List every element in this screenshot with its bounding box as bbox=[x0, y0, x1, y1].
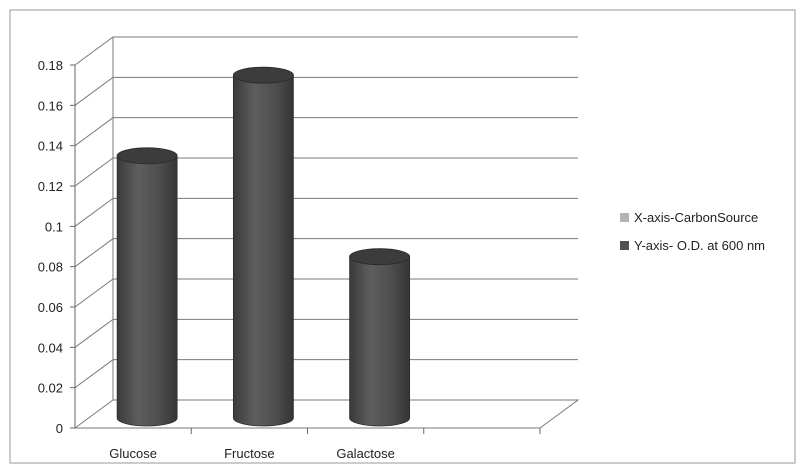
gridline bbox=[74, 359, 578, 389]
y-tick-label: 0.16 bbox=[38, 98, 63, 113]
gridline bbox=[74, 117, 578, 147]
legend-swatch bbox=[620, 213, 629, 222]
x-tick-label: Fructose bbox=[224, 446, 275, 461]
bar-top bbox=[349, 248, 411, 266]
bar-fructose bbox=[232, 66, 294, 427]
gridline bbox=[74, 278, 578, 308]
plot-area: 0 0.02 0.04 0.06 0.08 0.1 0.12 0.14 0.16 0.18 Gluc… bbox=[38, 36, 580, 461]
bar-body bbox=[232, 74, 294, 427]
legend-label: X-axis-CarbonSource bbox=[634, 210, 758, 225]
y-tick-label: 0.08 bbox=[38, 260, 63, 275]
gridline bbox=[74, 197, 578, 227]
gridline bbox=[74, 238, 578, 268]
y-tick-label: 0.18 bbox=[38, 58, 63, 73]
y-tick-label: 0 bbox=[56, 421, 63, 436]
y-tick-label: 0.1 bbox=[45, 219, 63, 234]
gridline bbox=[74, 36, 578, 66]
x-tick-label: Glucose bbox=[109, 446, 157, 461]
y-tick-label: 0.14 bbox=[38, 139, 63, 154]
bar-galactose bbox=[349, 248, 411, 427]
y-tick-label: 0.04 bbox=[38, 340, 63, 355]
y-tick-label: 0.12 bbox=[38, 179, 63, 194]
legend-label: Y-axis- O.D. at 600 nm bbox=[634, 238, 765, 253]
gridline bbox=[74, 157, 578, 187]
legend: X-axis-CarbonSource Y-axis- O.D. at 600 n… bbox=[620, 210, 765, 253]
floor bbox=[73, 399, 580, 429]
bar-top bbox=[232, 66, 294, 84]
bar-top bbox=[116, 147, 178, 165]
bar-body bbox=[116, 155, 178, 427]
y-tick-label: 0.06 bbox=[38, 300, 63, 315]
y-tick-label: 0.02 bbox=[38, 381, 63, 396]
bar-glucose bbox=[116, 147, 178, 427]
gridline bbox=[74, 318, 578, 348]
bar-body bbox=[349, 256, 411, 427]
x-tick-label: Galactose bbox=[336, 446, 395, 461]
gridline bbox=[74, 76, 578, 106]
legend-swatch bbox=[620, 241, 629, 250]
